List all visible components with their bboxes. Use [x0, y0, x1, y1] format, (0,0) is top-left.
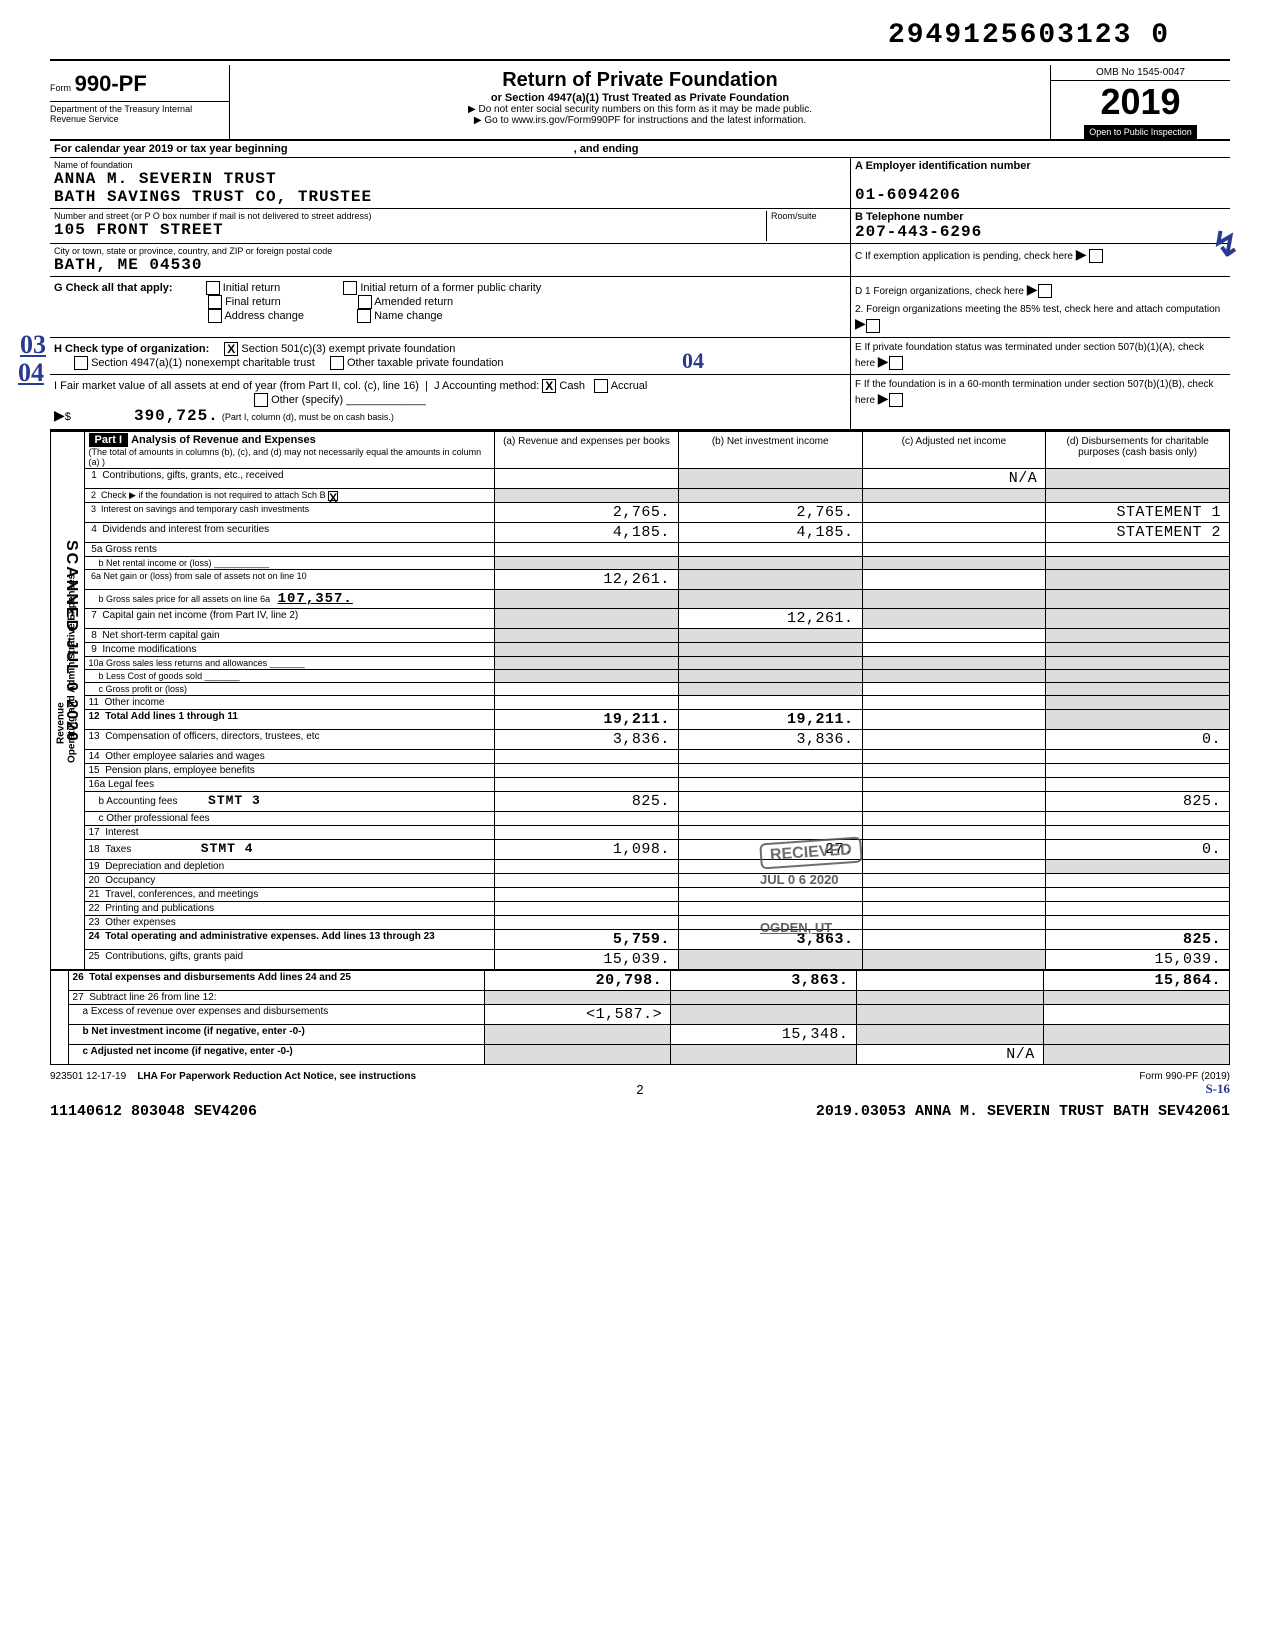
city-label: City or town, state or province, country…	[54, 246, 846, 256]
part1-note: (The total of amounts in columns (b), (c…	[89, 447, 491, 467]
ein-label: A Employer identification number	[855, 160, 1226, 172]
fmv-value: 390,725.	[134, 407, 219, 425]
hand-03: 03	[20, 330, 46, 360]
part1-label: Part I	[89, 433, 129, 447]
room-label: Room/suite	[771, 211, 846, 221]
i-label: I Fair market value of all assets at end…	[54, 380, 419, 392]
d1-label: D 1 Foreign organizations, check here	[855, 286, 1024, 297]
h-other-checkbox[interactable]	[330, 356, 344, 370]
g-final-checkbox[interactable]	[208, 295, 222, 309]
main-title: Return of Private Foundation	[240, 69, 1040, 92]
calendar-year-line: For calendar year 2019 or tax year begin…	[50, 141, 1230, 158]
address-label: Number and street (or P O box number if …	[54, 211, 766, 221]
g-name-checkbox[interactable]	[357, 309, 371, 323]
public-inspection: Open to Public Inspection	[1084, 125, 1197, 139]
form-number: 990-PF	[75, 71, 147, 96]
form-header: Form 990-PF Department of the Treasury I…	[50, 65, 1230, 141]
city-value: BATH, ME 04530	[54, 256, 846, 274]
address-value: 105 FRONT STREET	[54, 221, 766, 239]
name-label: Name of foundation	[54, 160, 846, 170]
hand-flourish: ↯	[1212, 225, 1241, 265]
e-label: E If private foundation status was termi…	[855, 342, 1204, 369]
foundation-name-2: BATH SAVINGS TRUST CO, TRUSTEE	[54, 188, 846, 206]
foundation-name-1: ANNA M. SEVERIN TRUST	[54, 170, 846, 188]
g-addr-checkbox[interactable]	[208, 309, 222, 323]
note-2: ▶ Go to www.irs.gov/Form990PF for instru…	[240, 115, 1040, 126]
e-checkbox[interactable]	[889, 356, 903, 370]
d2-label: 2. Foreign organizations meeting the 85%…	[855, 304, 1220, 315]
g-initial-former-checkbox[interactable]	[343, 281, 357, 295]
j-label: J Accounting method:	[434, 380, 539, 392]
col-a-head: (a) Revenue and expenses per books	[495, 432, 679, 469]
footer-left-code: 11140612 803048 SEV4206	[50, 1103, 257, 1120]
schb-checkbox[interactable]: X	[328, 491, 338, 501]
part1-table: Revenue Operating and Administrative Exp…	[50, 431, 1230, 970]
form-prefix: Form	[50, 83, 71, 93]
h-label: H Check type of organization:	[54, 343, 209, 355]
hand-04: 04	[18, 358, 44, 388]
part1-title: Analysis of Revenue and Expenses	[131, 434, 316, 446]
g-label: G Check all that apply:	[54, 282, 173, 294]
omb-number: OMB No 1545-0047	[1051, 65, 1230, 81]
f-label: F If the foundation is in a 60-month ter…	[855, 379, 1214, 406]
col-b-head: (b) Net investment income	[678, 432, 862, 469]
subtitle: or Section 4947(a)(1) Trust Treated as P…	[240, 92, 1040, 104]
received-date: JUL 0 6 2020	[760, 872, 839, 887]
col-d-head: (d) Disbursements for charitable purpose…	[1046, 432, 1230, 469]
hand-04-right: 04	[682, 348, 704, 374]
f-checkbox[interactable]	[889, 393, 903, 407]
dept-label: Department of the Treasury Internal Reve…	[50, 101, 229, 124]
j-accrual-checkbox[interactable]	[594, 379, 608, 393]
phone-label: B Telephone number	[855, 211, 1226, 223]
col-c-head: (c) Adjusted net income	[862, 432, 1046, 469]
phone-value: 207-443-6296	[855, 223, 1226, 241]
g-amended-checkbox[interactable]	[358, 295, 372, 309]
h-4947-checkbox[interactable]	[74, 356, 88, 370]
j-other-checkbox[interactable]	[254, 393, 268, 407]
d2-checkbox[interactable]	[866, 319, 880, 333]
j-cash-checkbox[interactable]: X	[542, 379, 556, 393]
basis-note: (Part I, column (d), must be on cash bas…	[222, 412, 394, 422]
c-checkbox[interactable]	[1089, 249, 1103, 263]
dln-number: 2949125603123 0	[50, 20, 1230, 51]
h-501-checkbox[interactable]: X	[224, 342, 238, 356]
footer-right-code: 2019.03053 ANNA M. SEVERIN TRUST BATH SE…	[816, 1103, 1230, 1120]
c-label: C If exemption application is pending, c…	[855, 251, 1073, 262]
g-initial-checkbox[interactable]	[206, 281, 220, 295]
ein-value: 01-6094206	[855, 186, 1226, 204]
received-location: OGDEN, UT	[760, 920, 832, 935]
scanned-stamp: SCANNED JUL 0 2020	[62, 540, 80, 743]
tax-year: 2019	[1051, 81, 1230, 123]
note-1: ▶ Do not enter social security numbers o…	[240, 104, 1040, 115]
d1-checkbox[interactable]	[1038, 284, 1052, 298]
